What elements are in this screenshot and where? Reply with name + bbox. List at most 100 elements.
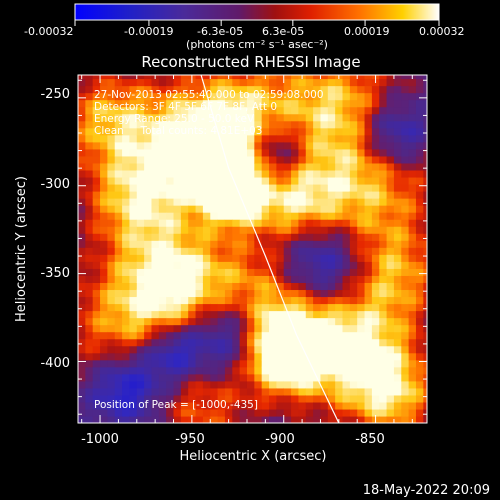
heatmap-cell bbox=[158, 282, 167, 291]
heatmap-cell bbox=[151, 169, 160, 178]
heatmap-cell bbox=[283, 205, 292, 213]
heatmap-cell bbox=[246, 359, 255, 368]
heatmap-cell bbox=[364, 240, 373, 248]
heatmap-cell bbox=[269, 205, 277, 213]
heatmap-cell bbox=[246, 191, 255, 199]
heatmap-cell bbox=[408, 380, 417, 389]
heatmap-cell bbox=[173, 155, 182, 164]
heatmap-cell bbox=[224, 134, 233, 143]
heatmap-cell bbox=[423, 191, 427, 199]
heatmap-cell bbox=[357, 303, 366, 312]
heatmap-cell bbox=[371, 317, 380, 326]
heatmap-cell bbox=[313, 303, 322, 312]
heatmap-cell bbox=[269, 75, 277, 80]
heatmap-cell bbox=[291, 191, 300, 199]
heatmap-cell bbox=[202, 401, 211, 410]
heatmap-cell bbox=[144, 359, 153, 368]
heatmap-cell bbox=[291, 106, 300, 115]
heatmap-cell bbox=[114, 401, 123, 410]
heatmap-cell bbox=[401, 127, 410, 136]
heatmap-cell bbox=[423, 380, 427, 389]
heatmap-cell bbox=[313, 268, 322, 276]
heatmap-cell bbox=[151, 134, 160, 143]
heatmap-cell bbox=[327, 331, 336, 340]
heatmap-cell bbox=[327, 247, 336, 255]
heatmap-cell bbox=[408, 233, 417, 241]
heatmap-cell bbox=[129, 127, 138, 136]
heatmap-cell bbox=[357, 380, 366, 389]
heatmap-cell bbox=[327, 303, 336, 312]
heatmap-cell bbox=[254, 240, 263, 248]
heatmap-cell bbox=[114, 331, 123, 340]
heatmap-cell bbox=[401, 162, 410, 171]
heatmap-cell bbox=[158, 359, 167, 368]
heatmap-cell bbox=[100, 303, 108, 312]
heatmap-cell bbox=[188, 247, 197, 255]
heatmap-cell bbox=[151, 345, 160, 354]
heatmap-cell bbox=[357, 127, 366, 136]
heatmap-cell bbox=[393, 282, 402, 291]
heatmap-cell bbox=[232, 282, 241, 291]
heatmap-cell bbox=[283, 240, 292, 248]
heatmap-cell bbox=[313, 78, 322, 87]
heatmap-cell bbox=[92, 289, 101, 298]
heatmap-cell bbox=[415, 183, 424, 192]
heatmap-cell bbox=[269, 359, 277, 368]
heatmap-cell bbox=[239, 282, 248, 291]
heatmap-cell bbox=[210, 338, 219, 347]
heatmap-cell bbox=[423, 275, 427, 283]
heatmap-cell bbox=[261, 317, 270, 326]
heatmap-cell bbox=[114, 275, 123, 283]
heatmap-cell bbox=[283, 310, 292, 319]
heatmap-cell bbox=[144, 198, 153, 206]
heatmap-cell bbox=[364, 324, 373, 333]
heatmap-cell bbox=[364, 317, 373, 326]
heatmap-cell bbox=[195, 345, 204, 354]
heatmap-cell bbox=[188, 240, 197, 248]
heatmap-cell bbox=[85, 408, 94, 417]
heatmap-cell bbox=[180, 331, 189, 340]
heatmap-cell bbox=[239, 289, 248, 298]
heatmap-cell bbox=[166, 183, 175, 192]
heatmap-cell bbox=[188, 394, 197, 403]
heatmap-cell bbox=[283, 198, 292, 206]
heatmap-cell bbox=[136, 303, 145, 312]
heatmap-cell bbox=[173, 373, 182, 382]
heatmap-cell bbox=[166, 191, 175, 199]
heatmap-cell bbox=[335, 92, 344, 101]
heatmap-cell bbox=[320, 282, 329, 291]
heatmap-cell bbox=[415, 352, 424, 361]
heatmap-cell bbox=[386, 141, 395, 150]
heatmap-cell bbox=[254, 338, 263, 347]
heatmap-cell bbox=[224, 275, 233, 283]
heatmap-cell bbox=[261, 268, 270, 276]
heatmap-cell bbox=[305, 99, 314, 108]
heatmap-cell bbox=[320, 240, 329, 248]
heatmap-cell bbox=[320, 226, 329, 234]
heatmap-cell bbox=[85, 226, 94, 234]
heatmap-cell bbox=[78, 226, 86, 234]
heatmap-cell bbox=[298, 226, 307, 234]
heatmap-cell bbox=[364, 366, 373, 375]
heatmap-cell bbox=[291, 275, 300, 283]
heatmap-cell bbox=[114, 85, 123, 94]
heatmap-cell bbox=[114, 198, 123, 206]
heatmap-cell bbox=[357, 268, 366, 276]
heatmap-cell bbox=[217, 183, 226, 192]
heatmap-cell bbox=[107, 198, 116, 206]
heatmap-cell bbox=[217, 127, 226, 136]
heatmap-cell bbox=[100, 331, 108, 340]
heatmap-cell bbox=[379, 317, 388, 326]
heatmap-cell bbox=[114, 289, 123, 298]
heatmap-cell bbox=[92, 99, 101, 108]
heatmap-cell bbox=[210, 247, 219, 255]
heatmap-cell bbox=[78, 317, 86, 326]
heatmap-cell bbox=[335, 198, 344, 206]
heatmap-cell bbox=[291, 366, 300, 375]
heatmap-cell bbox=[107, 345, 116, 354]
heatmap-cell bbox=[276, 310, 285, 319]
heatmap-cell bbox=[122, 338, 131, 347]
heatmap-cell bbox=[107, 303, 116, 312]
heatmap-cell bbox=[224, 359, 233, 368]
heatmap-cell bbox=[92, 219, 101, 227]
